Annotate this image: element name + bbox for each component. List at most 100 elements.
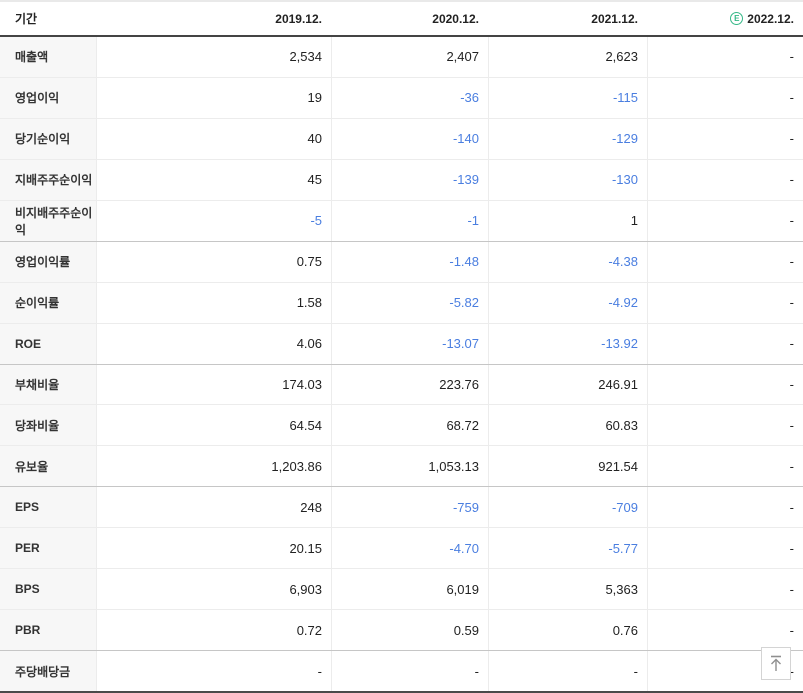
- table-header-row: 기간 2019.12. 2020.12. 2021.12. E 2022.12.: [0, 2, 803, 37]
- column-header-label: 2022.12.: [747, 11, 794, 26]
- value-cell: -: [647, 487, 803, 528]
- value-cell: -759: [331, 487, 488, 528]
- table-row: 지배주주순이익 45 -139 -130 -: [0, 158, 803, 200]
- value-cell: 64.54: [96, 405, 331, 446]
- value-cell: 68.72: [331, 405, 488, 446]
- value-cell: -1.48: [331, 241, 488, 282]
- value-cell: 0.72: [96, 610, 331, 651]
- row-label: PBR: [0, 610, 96, 651]
- row-label: PER: [0, 528, 96, 569]
- table-row: 당기순이익 40 -140 -129 -: [0, 117, 803, 159]
- value-cell: -129: [488, 118, 647, 159]
- row-label: 부채비율: [0, 364, 96, 405]
- row-label: 영업이익률: [0, 241, 96, 282]
- value-cell: 2,534: [96, 37, 331, 77]
- table-row: BPS 6,903 6,019 5,363 -: [0, 568, 803, 610]
- value-cell: -: [647, 200, 803, 241]
- value-cell: -709: [488, 487, 647, 528]
- value-cell: -: [647, 37, 803, 77]
- value-cell: -: [647, 159, 803, 200]
- value-cell: -: [647, 118, 803, 159]
- column-header-2021: 2021.12.: [488, 2, 647, 35]
- table-row: 당좌비율 64.54 68.72 60.83 -: [0, 404, 803, 446]
- row-label: ROE: [0, 323, 96, 364]
- value-cell: -: [647, 610, 803, 651]
- value-cell: 1: [488, 200, 647, 241]
- value-cell: -: [647, 651, 803, 691]
- value-cell: 0.75: [96, 241, 331, 282]
- value-cell: 19: [96, 77, 331, 118]
- value-cell: 60.83: [488, 405, 647, 446]
- value-cell: 5,363: [488, 569, 647, 610]
- value-cell: -13.07: [331, 323, 488, 364]
- value-cell: -: [331, 651, 488, 691]
- scroll-to-top-button[interactable]: [761, 647, 791, 680]
- value-cell: 174.03: [96, 364, 331, 405]
- scroll-to-top-icon: [771, 655, 781, 671]
- value-cell: -: [488, 651, 647, 691]
- row-label: 지배주주순이익: [0, 159, 96, 200]
- value-cell: -4.70: [331, 528, 488, 569]
- value-cell: -140: [331, 118, 488, 159]
- value-cell: 6,903: [96, 569, 331, 610]
- value-cell: 20.15: [96, 528, 331, 569]
- table-row: PBR 0.72 0.59 0.76 -: [0, 609, 803, 651]
- value-cell: 6,019: [331, 569, 488, 610]
- value-cell: 223.76: [331, 364, 488, 405]
- value-cell: 4.06: [96, 323, 331, 364]
- column-header-label: 2020.12.: [432, 11, 479, 26]
- value-cell: -36: [331, 77, 488, 118]
- value-cell: -: [647, 446, 803, 487]
- value-cell: -: [96, 651, 331, 691]
- value-cell: -: [647, 569, 803, 610]
- value-cell: -1: [331, 200, 488, 241]
- value-cell: -139: [331, 159, 488, 200]
- value-cell: -115: [488, 77, 647, 118]
- table-row: 비지배주주순이익 -5 -1 1 -: [0, 199, 803, 241]
- value-cell: -: [647, 77, 803, 118]
- table-row: 주당배당금 - - - -: [0, 650, 803, 691]
- table-body: 매출액 2,534 2,407 2,623 - 영업이익 19 -36 -115…: [0, 37, 803, 691]
- value-cell: -130: [488, 159, 647, 200]
- table-row: 영업이익 19 -36 -115 -: [0, 76, 803, 118]
- row-label: 당기순이익: [0, 118, 96, 159]
- row-label: 영업이익: [0, 77, 96, 118]
- table-row: 유보율 1,203.86 1,053.13 921.54 -: [0, 445, 803, 487]
- table-row: 영업이익률 0.75 -1.48 -4.38 -: [0, 240, 803, 282]
- row-label: 매출액: [0, 37, 96, 77]
- value-cell: 1.58: [96, 282, 331, 323]
- value-cell: -: [647, 405, 803, 446]
- row-label: BPS: [0, 569, 96, 610]
- value-cell: -: [647, 323, 803, 364]
- value-cell: -5.77: [488, 528, 647, 569]
- column-header-label: 2021.12.: [591, 11, 638, 26]
- row-label: EPS: [0, 487, 96, 528]
- value-cell: -: [647, 241, 803, 282]
- value-cell: -5: [96, 200, 331, 241]
- table-row: PER 20.15 -4.70 -5.77 -: [0, 527, 803, 569]
- column-header-2019: 2019.12.: [96, 2, 331, 35]
- row-label: 당좌비율: [0, 405, 96, 446]
- column-header-label: 2019.12.: [275, 11, 322, 26]
- table-row: 순이익률 1.58 -5.82 -4.92 -: [0, 281, 803, 323]
- value-cell: 40: [96, 118, 331, 159]
- value-cell: 921.54: [488, 446, 647, 487]
- value-cell: 248: [96, 487, 331, 528]
- table-row: 매출액 2,534 2,407 2,623 -: [0, 37, 803, 77]
- value-cell: -13.92: [488, 323, 647, 364]
- value-cell: 45: [96, 159, 331, 200]
- value-cell: 1,053.13: [331, 446, 488, 487]
- row-label: 순이익률: [0, 282, 96, 323]
- row-label: 비지배주주순이익: [0, 200, 96, 241]
- value-cell: 246.91: [488, 364, 647, 405]
- value-cell: 2,407: [331, 37, 488, 77]
- row-label: 유보율: [0, 446, 96, 487]
- period-header-label: 기간: [15, 12, 38, 26]
- row-label: 주당배당금: [0, 651, 96, 691]
- column-header-2020: 2020.12.: [331, 2, 488, 35]
- value-cell: 0.76: [488, 610, 647, 651]
- value-cell: 1,203.86: [96, 446, 331, 487]
- value-cell: -4.92: [488, 282, 647, 323]
- value-cell: 0.59: [331, 610, 488, 651]
